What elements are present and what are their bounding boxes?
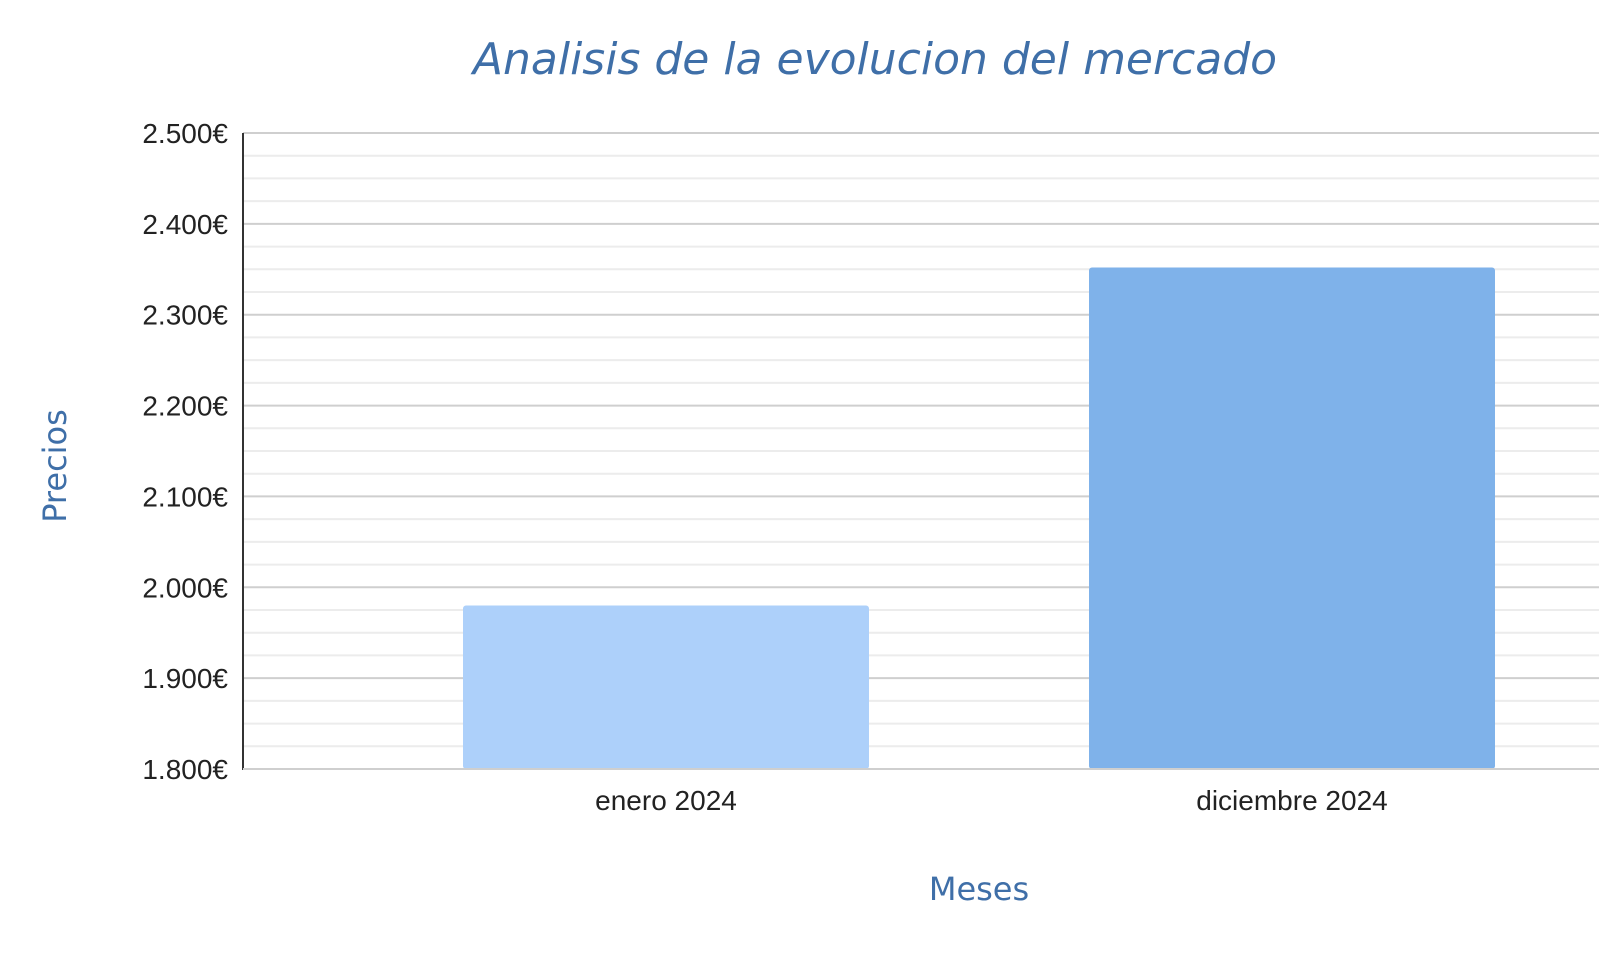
x-tick-label: diciembre 2024 [1196, 785, 1387, 816]
chart-title: Analisis de la evolucion del mercado [470, 34, 1277, 85]
y-axis-title: Precios [36, 409, 74, 523]
x-tick-label: enero 2024 [595, 785, 737, 816]
axes [242, 133, 1599, 770]
y-tick-labels: 1.800€ 1.900€ 2.000€ 2.100€ 2.200€ 2.300€ 2.40… [142, 118, 228, 785]
y-tick-label: 1.800€ [142, 754, 228, 785]
x-tick-labels: enero 2024 diciembre 2024 [595, 785, 1388, 816]
y-tick-label: 2.100€ [142, 481, 228, 512]
y-tick-label: 2.400€ [142, 209, 228, 240]
bar-enero-2024 [463, 605, 869, 769]
y-tick-label: 2.500€ [142, 118, 228, 149]
bar-diciembre-2024 [1089, 267, 1495, 769]
y-tick-label: 2.300€ [142, 300, 228, 331]
y-tick-label: 1.900€ [142, 663, 228, 694]
y-tick-label: 2.000€ [142, 572, 228, 603]
y-tick-label: 2.200€ [142, 391, 228, 422]
bars [463, 267, 1495, 769]
x-axis-title: Meses [929, 870, 1029, 908]
